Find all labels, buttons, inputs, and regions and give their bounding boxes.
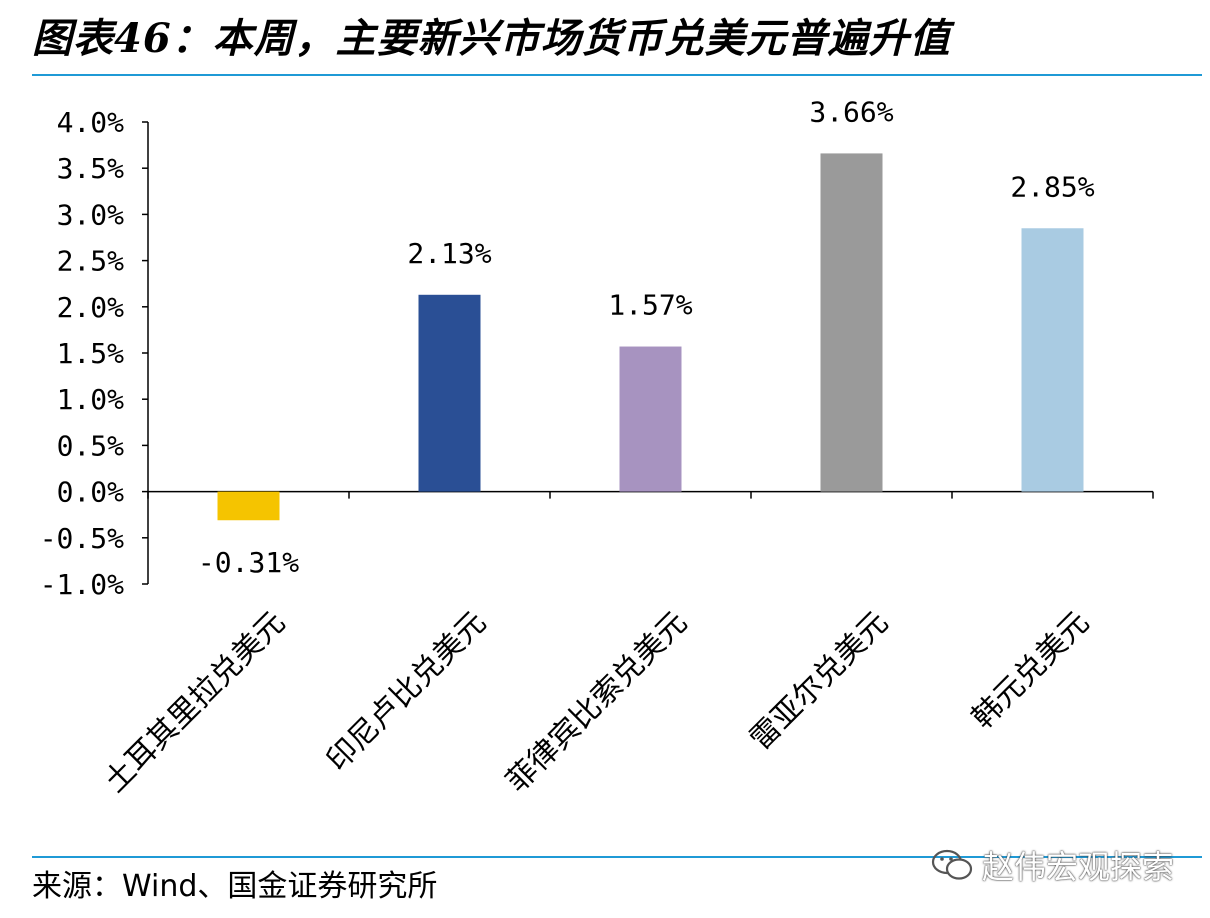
source-note: 来源：Wind、国金证券研究所 (32, 869, 438, 904)
y-tick-label: 3.5% (57, 152, 125, 185)
y-tick-label: 3.0% (57, 198, 125, 231)
x-tick-label: 印尼卢比兑美元 (320, 605, 493, 778)
data-label: 3.66% (809, 95, 893, 128)
y-tick-label: 2.0% (57, 291, 125, 324)
y-tick-label: 2.5% (57, 245, 125, 278)
data-label: 2.13% (407, 237, 491, 270)
y-tick-label: 1.0% (57, 383, 125, 416)
watermark-text: 赵伟宏观探索 (982, 848, 1175, 886)
y-tick-label: 4.0% (57, 106, 125, 139)
bar (820, 153, 883, 492)
bar (619, 346, 682, 492)
x-tick-label: 韩元兑美元 (965, 605, 1096, 736)
y-tick-label: -0.5% (40, 522, 124, 555)
bar-chart: -1.0% -0.5% 0.0% 0.5% 1.0% 1.5% 2.0% 2.5% 3.0% 3.… (40, 95, 1154, 799)
x-tick-label: 雷亚尔兑美元 (743, 605, 895, 757)
bar (1021, 228, 1084, 492)
bar (217, 491, 280, 521)
watermark: 赵伟宏观探索 (930, 842, 1174, 888)
y-tick-label: -1.0% (40, 568, 124, 601)
data-label: 2.85% (1010, 170, 1094, 203)
x-tick-label: 菲律宾比索兑美元 (500, 605, 694, 799)
wechat-icon (931, 849, 973, 880)
y-tick-label: 0.5% (57, 429, 125, 462)
data-label: 1.57% (608, 289, 692, 322)
y-tick-label: 1.5% (57, 337, 125, 370)
x-tick-label: 土耳其里拉兑美元 (98, 605, 292, 799)
chart-title: 图表46：本周，主要新兴市场货币兑美元普遍升值 (32, 15, 951, 62)
y-tick-label: 0.0% (57, 476, 125, 509)
data-label: -0.31% (198, 546, 299, 579)
title-divider (32, 74, 1202, 76)
bar (418, 294, 481, 492)
footer-divider (32, 856, 1202, 858)
